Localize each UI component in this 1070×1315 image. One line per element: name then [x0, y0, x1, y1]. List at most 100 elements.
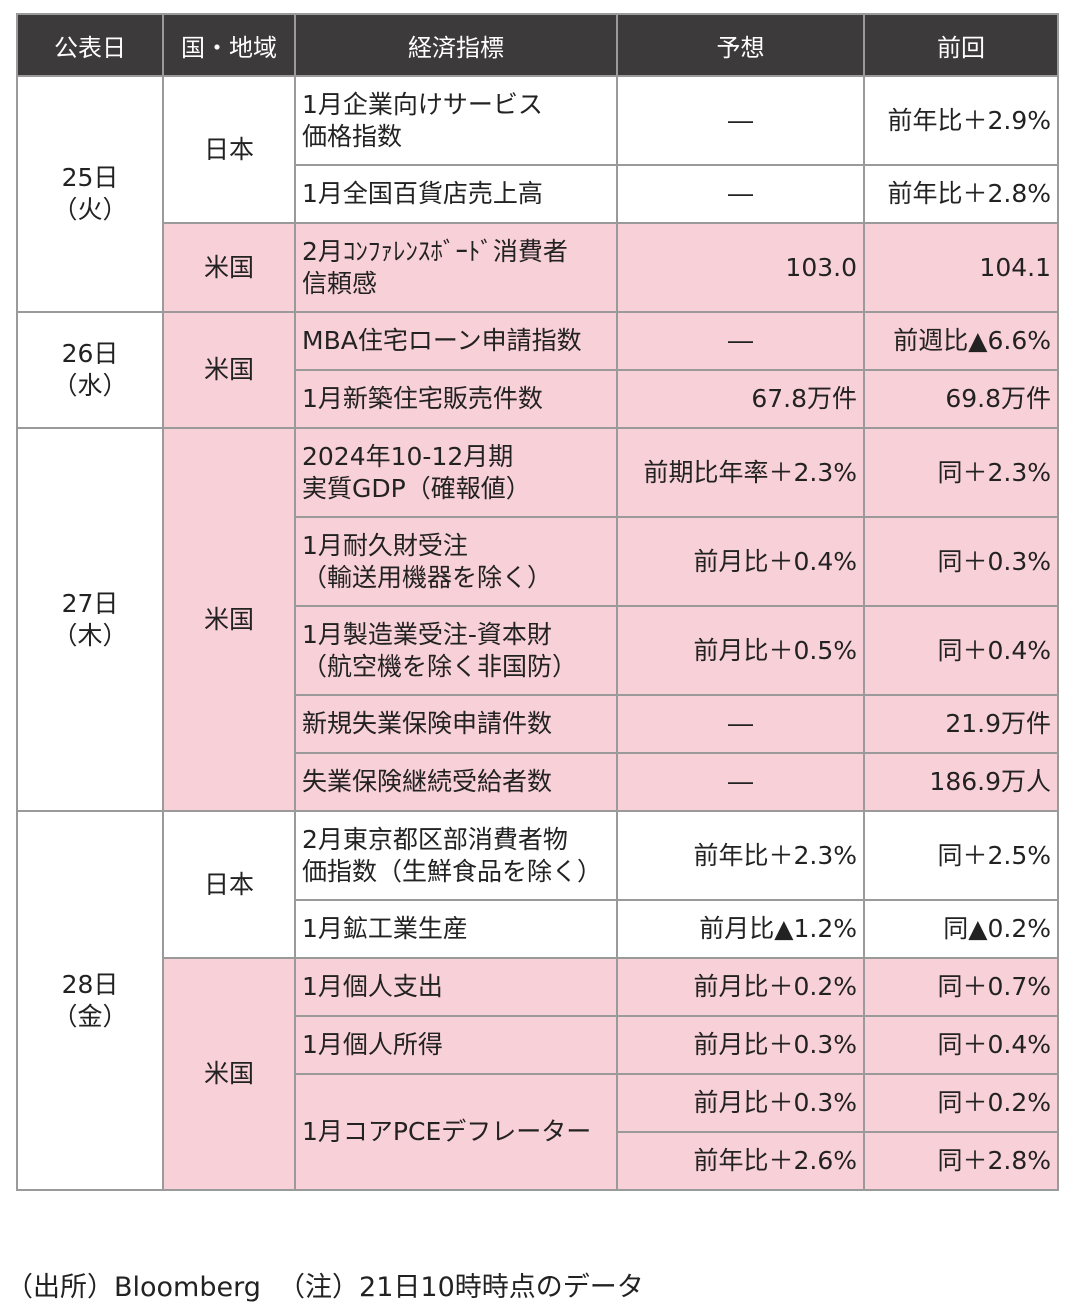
forecast-cell: ―: [616, 75, 865, 166]
date-weekday: （火）: [52, 195, 128, 224]
indicator-line: 実質GDP（確報値）: [302, 473, 531, 503]
table-row: 1月新築住宅販売件数 67.8万件 69.8万件: [17, 369, 1059, 429]
date-weekday: （水）: [52, 371, 128, 400]
indicator-line: （航空機を除く非国防）: [302, 651, 578, 681]
indicator-line: 2024年10-12月期: [302, 441, 514, 471]
previous-cell: 104.1: [863, 222, 1059, 313]
date-cell-27: 27日 （木）: [16, 427, 164, 812]
indicator-cell: 1月個人支出: [294, 957, 618, 1017]
indicator-cell: 2024年10-12月期 実質GDP（確報値）: [294, 427, 618, 518]
forecast-cell: ―: [616, 752, 865, 812]
indicator-cell: 1月コアPCEデフレーター: [294, 1073, 618, 1191]
indicator-cell: 1月製造業受注-資本財 （航空機を除く非国防）: [294, 605, 618, 696]
forecast-cell: ―: [616, 311, 865, 371]
table-row: 1月コアPCEデフレーター 前月比＋0.3% 同＋0.2%: [17, 1073, 1059, 1191]
forecast-cell: 前年比＋2.6%: [616, 1131, 865, 1191]
previous-cell: 同＋2.3%: [863, 427, 1059, 518]
table-row: 25日 （火） 日本 1月企業向けサービス 価格指数 ― 前年比＋2.9%: [16, 75, 1059, 313]
indicator-line: 1月耐久財受注: [302, 530, 468, 560]
source-footnote: （出所）Bloomberg （注）21日10時時点のデータ: [6, 1272, 644, 1303]
table-row: 米国 1月個人支出 前月比＋0.2% 同＋0.7%: [17, 957, 1059, 1191]
date-cell-28: 28日 （金）: [16, 810, 164, 1191]
indicator-cell: 1月耐久財受注 （輸送用機器を除く）: [294, 516, 618, 607]
indicator-line: 信頼感: [302, 268, 378, 298]
previous-cell: 同＋0.4%: [863, 1015, 1059, 1075]
indicator-cell: 2月東京都区部消費者物 価指数（生鮮食品を除く）: [294, 810, 618, 901]
forecast-cell: ―: [616, 164, 865, 224]
region-cell-us: 米国: [162, 427, 296, 812]
indicator-line: 価格指数: [302, 121, 403, 151]
indicator-line: 2月ｺﾝﾌｧﾚﾝｽﾎﾞｰﾄﾞ消費者: [302, 236, 568, 266]
previous-cell: 同▲0.2%: [863, 899, 1059, 959]
table-row: 26日 （水） 米国 MBA住宅ローン申請指数 ― 前週比▲6.6%: [16, 311, 1059, 429]
header-previous: 前回: [863, 13, 1059, 77]
indicator-cell: 1月新築住宅販売件数: [294, 369, 618, 429]
header-date: 公表日: [16, 13, 164, 77]
date-day: 28日: [61, 969, 119, 999]
forecast-cell: 前月比＋0.2%: [616, 957, 865, 1017]
region-cell-us: 米国: [162, 957, 296, 1191]
table-row: 1月個人所得 前月比＋0.3% 同＋0.4%: [17, 1015, 1059, 1075]
date-weekday: （金）: [52, 1001, 128, 1031]
indicator-line: 2月東京都区部消費者物: [302, 824, 568, 854]
date-cell-25: 25日 （火）: [16, 75, 164, 313]
table-row: 1月製造業受注-資本財 （航空機を除く非国防） 前月比＋0.5% 同＋0.4%: [17, 605, 1059, 696]
indicator-cell: 失業保険継続受給者数: [294, 752, 618, 812]
date-day: 25日: [61, 163, 119, 192]
forecast-cell: 前月比＋0.3%: [616, 1015, 865, 1075]
table-row: 1月全国百貨店売上高 ― 前年比＋2.8%: [17, 164, 1059, 224]
date-day: 26日: [61, 339, 119, 368]
indicator-line: 価指数（生鮮食品を除く）: [302, 856, 603, 886]
indicator-line: 1月製造業受注-資本財: [302, 619, 552, 649]
previous-cell: 前年比＋2.9%: [863, 75, 1059, 166]
table-row: 前年比＋2.6% 同＋2.8%: [17, 1131, 1059, 1191]
region-cell-japan: 日本: [162, 810, 296, 959]
previous-cell: 同＋2.8%: [863, 1131, 1059, 1191]
indicator-line: （輸送用機器を除く）: [302, 562, 553, 592]
header-row: 公表日 国・地域 経済指標 予想 前回: [16, 13, 1059, 77]
forecast-cell: 103.0: [616, 222, 865, 313]
forecast-cell: 前期比年率＋2.3%: [616, 427, 865, 518]
table-row: 1月耐久財受注 （輸送用機器を除く） 前月比＋0.4% 同＋0.3%: [17, 516, 1059, 607]
indicator-cell: 1月企業向けサービス 価格指数: [294, 75, 618, 166]
forecast-cell: 前月比▲1.2%: [616, 899, 865, 959]
forecast-cell: 前月比＋0.5%: [616, 605, 865, 696]
indicator-cell: 2月ｺﾝﾌｧﾚﾝｽﾎﾞｰﾄﾞ消費者 信頼感: [294, 222, 618, 313]
region-cell-us: 米国: [162, 311, 296, 429]
date-day: 27日: [61, 588, 119, 618]
indicator-cell: 新規失業保険申請件数: [294, 694, 618, 754]
forecast-cell: 前月比＋0.4%: [616, 516, 865, 607]
previous-cell: 同＋0.4%: [863, 605, 1059, 696]
indicator-cell: 1月全国百貨店売上高: [294, 164, 618, 224]
previous-cell: 同＋2.5%: [863, 810, 1059, 901]
previous-cell: 69.8万件: [863, 369, 1059, 429]
date-cell-26: 26日 （水）: [16, 311, 164, 429]
previous-cell: 同＋0.3%: [863, 516, 1059, 607]
previous-cell: 186.9万人: [863, 752, 1059, 812]
header-forecast: 予想: [616, 13, 865, 77]
table-row: 米国 2月ｺﾝﾌｧﾚﾝｽﾎﾞｰﾄﾞ消費者 信頼感 103.0 104.1: [17, 222, 1059, 313]
indicator-cell: 1月鉱工業生産: [294, 899, 618, 959]
indicator-cell: 1月個人所得: [294, 1015, 618, 1075]
table-row: 新規失業保険申請件数 ― 21.9万件: [17, 694, 1059, 754]
table-row: 1月鉱工業生産 前月比▲1.2% 同▲0.2%: [17, 899, 1059, 959]
previous-cell: 同＋0.7%: [863, 957, 1059, 1017]
forecast-cell: 67.8万件: [616, 369, 865, 429]
date-weekday: （木）: [52, 620, 128, 650]
economic-calendar-table: 公表日 国・地域 経済指標 予想 前回 25日 （火） 日本 1月企業向けサービ…: [16, 13, 1059, 1191]
forecast-cell: 前月比＋0.3%: [616, 1073, 865, 1133]
previous-cell: 21.9万件: [863, 694, 1059, 754]
region-cell-japan: 日本: [162, 75, 296, 224]
table-row: 失業保険継続受給者数 ― 186.9万人: [17, 752, 1059, 812]
forecast-cell: ―: [616, 694, 865, 754]
previous-cell: 前週比▲6.6%: [863, 311, 1059, 371]
header-indicator: 経済指標: [294, 13, 618, 77]
table-row: 27日 （木） 米国 2024年10-12月期 実質GDP（確報値） 前期比年率…: [16, 427, 1059, 812]
header-region: 国・地域: [162, 13, 296, 77]
table-row: 28日 （金） 日本 2月東京都区部消費者物 価指数（生鮮食品を除く） 前年比＋…: [16, 810, 1059, 1191]
forecast-cell: 前年比＋2.3%: [616, 810, 865, 901]
region-cell-us: 米国: [162, 222, 296, 313]
indicator-line: 1月企業向けサービス: [302, 89, 543, 119]
previous-cell: 前年比＋2.8%: [863, 164, 1059, 224]
previous-cell: 同＋0.2%: [863, 1073, 1059, 1133]
